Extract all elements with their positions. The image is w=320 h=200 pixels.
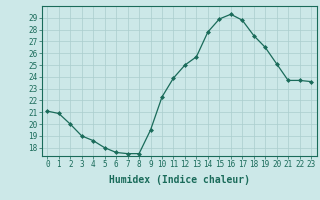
- X-axis label: Humidex (Indice chaleur): Humidex (Indice chaleur): [109, 175, 250, 185]
